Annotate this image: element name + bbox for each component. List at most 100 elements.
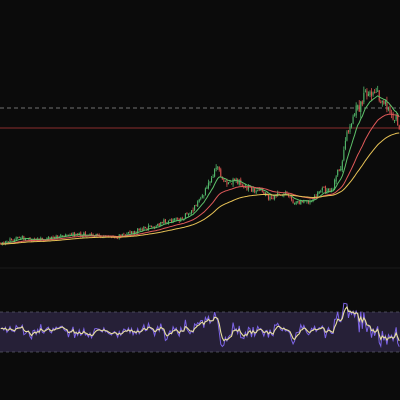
candle: [174, 217, 176, 221]
candle: [255, 189, 257, 195]
candle-body: [258, 189, 260, 191]
candle: [220, 167, 222, 178]
candle-body: [97, 233, 99, 235]
candle: [18, 236, 20, 239]
candle: [223, 178, 225, 183]
candle: [129, 230, 131, 234]
candle-body: [392, 113, 394, 120]
candle-body: [155, 226, 157, 228]
candle-body: [204, 188, 206, 196]
candle: [200, 196, 202, 201]
candle: [186, 212, 188, 215]
candle: [349, 123, 351, 135]
candle-body: [252, 187, 254, 192]
candle-body: [381, 100, 383, 103]
candle-body: [178, 219, 180, 221]
candle-body: [340, 169, 342, 171]
candle-body: [395, 115, 397, 120]
candle-body: [175, 218, 177, 220]
candle: [158, 222, 160, 226]
candle-body: [21, 236, 23, 238]
candle: [278, 193, 280, 195]
candle-body: [207, 182, 209, 189]
candle-body: [255, 191, 257, 193]
candle-body: [301, 200, 303, 203]
candle: [326, 187, 328, 195]
candle-body: [312, 198, 314, 201]
candle-body: [377, 90, 379, 92]
candle: [194, 205, 196, 212]
candle: [198, 198, 200, 203]
candle: [177, 217, 179, 221]
candle: [157, 223, 159, 226]
candle-body: [254, 188, 256, 192]
candle: [274, 195, 276, 201]
candle-body: [346, 132, 348, 141]
candle-body: [161, 221, 163, 223]
candle-body: [12, 240, 14, 242]
candle: [204, 187, 206, 196]
candle: [181, 216, 183, 220]
candle-body: [267, 194, 269, 200]
candle: [214, 168, 216, 178]
candle-body: [194, 205, 196, 211]
candle-body: [103, 236, 105, 238]
candle-body: [241, 184, 243, 187]
candle-body: [247, 186, 249, 190]
candle-body: [240, 179, 242, 185]
candle: [71, 232, 73, 235]
candle-body: [192, 209, 194, 212]
candle-body: [187, 213, 189, 216]
candle-body: [320, 191, 322, 192]
candle-body: [380, 101, 382, 104]
candle: [217, 166, 219, 170]
candle-body: [14, 240, 16, 242]
candle-body: [261, 188, 263, 192]
candle-body: [64, 235, 66, 237]
candle: [14, 238, 16, 243]
candle-body: [341, 161, 343, 170]
candle-body: [201, 195, 203, 198]
candle: [392, 111, 394, 121]
candle-body: [221, 176, 223, 180]
candle-body: [334, 180, 336, 190]
candle: [151, 225, 153, 228]
candle-body: [232, 178, 234, 185]
candle: [251, 187, 253, 193]
candle-body: [326, 189, 328, 192]
candle-body: [124, 234, 126, 236]
candle: [294, 202, 296, 205]
candle-body: [389, 106, 391, 114]
candle-body: [367, 93, 369, 96]
candle-body: [244, 187, 246, 188]
candle-body: [358, 105, 360, 112]
candle-body: [57, 235, 59, 238]
ma-slow-line: [0, 132, 400, 245]
candle-body: [374, 91, 376, 94]
candle-body: [131, 231, 133, 234]
candle-body: [307, 200, 309, 203]
candle-body: [0, 242, 2, 245]
candle-body: [23, 236, 25, 240]
candle-body: [158, 223, 160, 226]
candle-body: [220, 169, 222, 178]
candle: [72, 232, 74, 237]
candle-body: [321, 188, 323, 191]
candle-body: [271, 197, 273, 199]
candle: [361, 100, 363, 107]
candle-body: [3, 241, 5, 244]
candle: [227, 182, 229, 185]
candle-body: [318, 191, 320, 194]
candle: [163, 218, 165, 225]
candle-body: [54, 236, 56, 239]
candle-body: [384, 101, 386, 105]
candle-body: [284, 193, 286, 195]
candle: [0, 242, 2, 245]
candle: [291, 196, 293, 202]
candle-body: [237, 179, 239, 184]
candle-body: [300, 200, 302, 205]
candle: [371, 88, 373, 101]
candle-body: [177, 218, 179, 220]
candle-body: [226, 180, 228, 185]
